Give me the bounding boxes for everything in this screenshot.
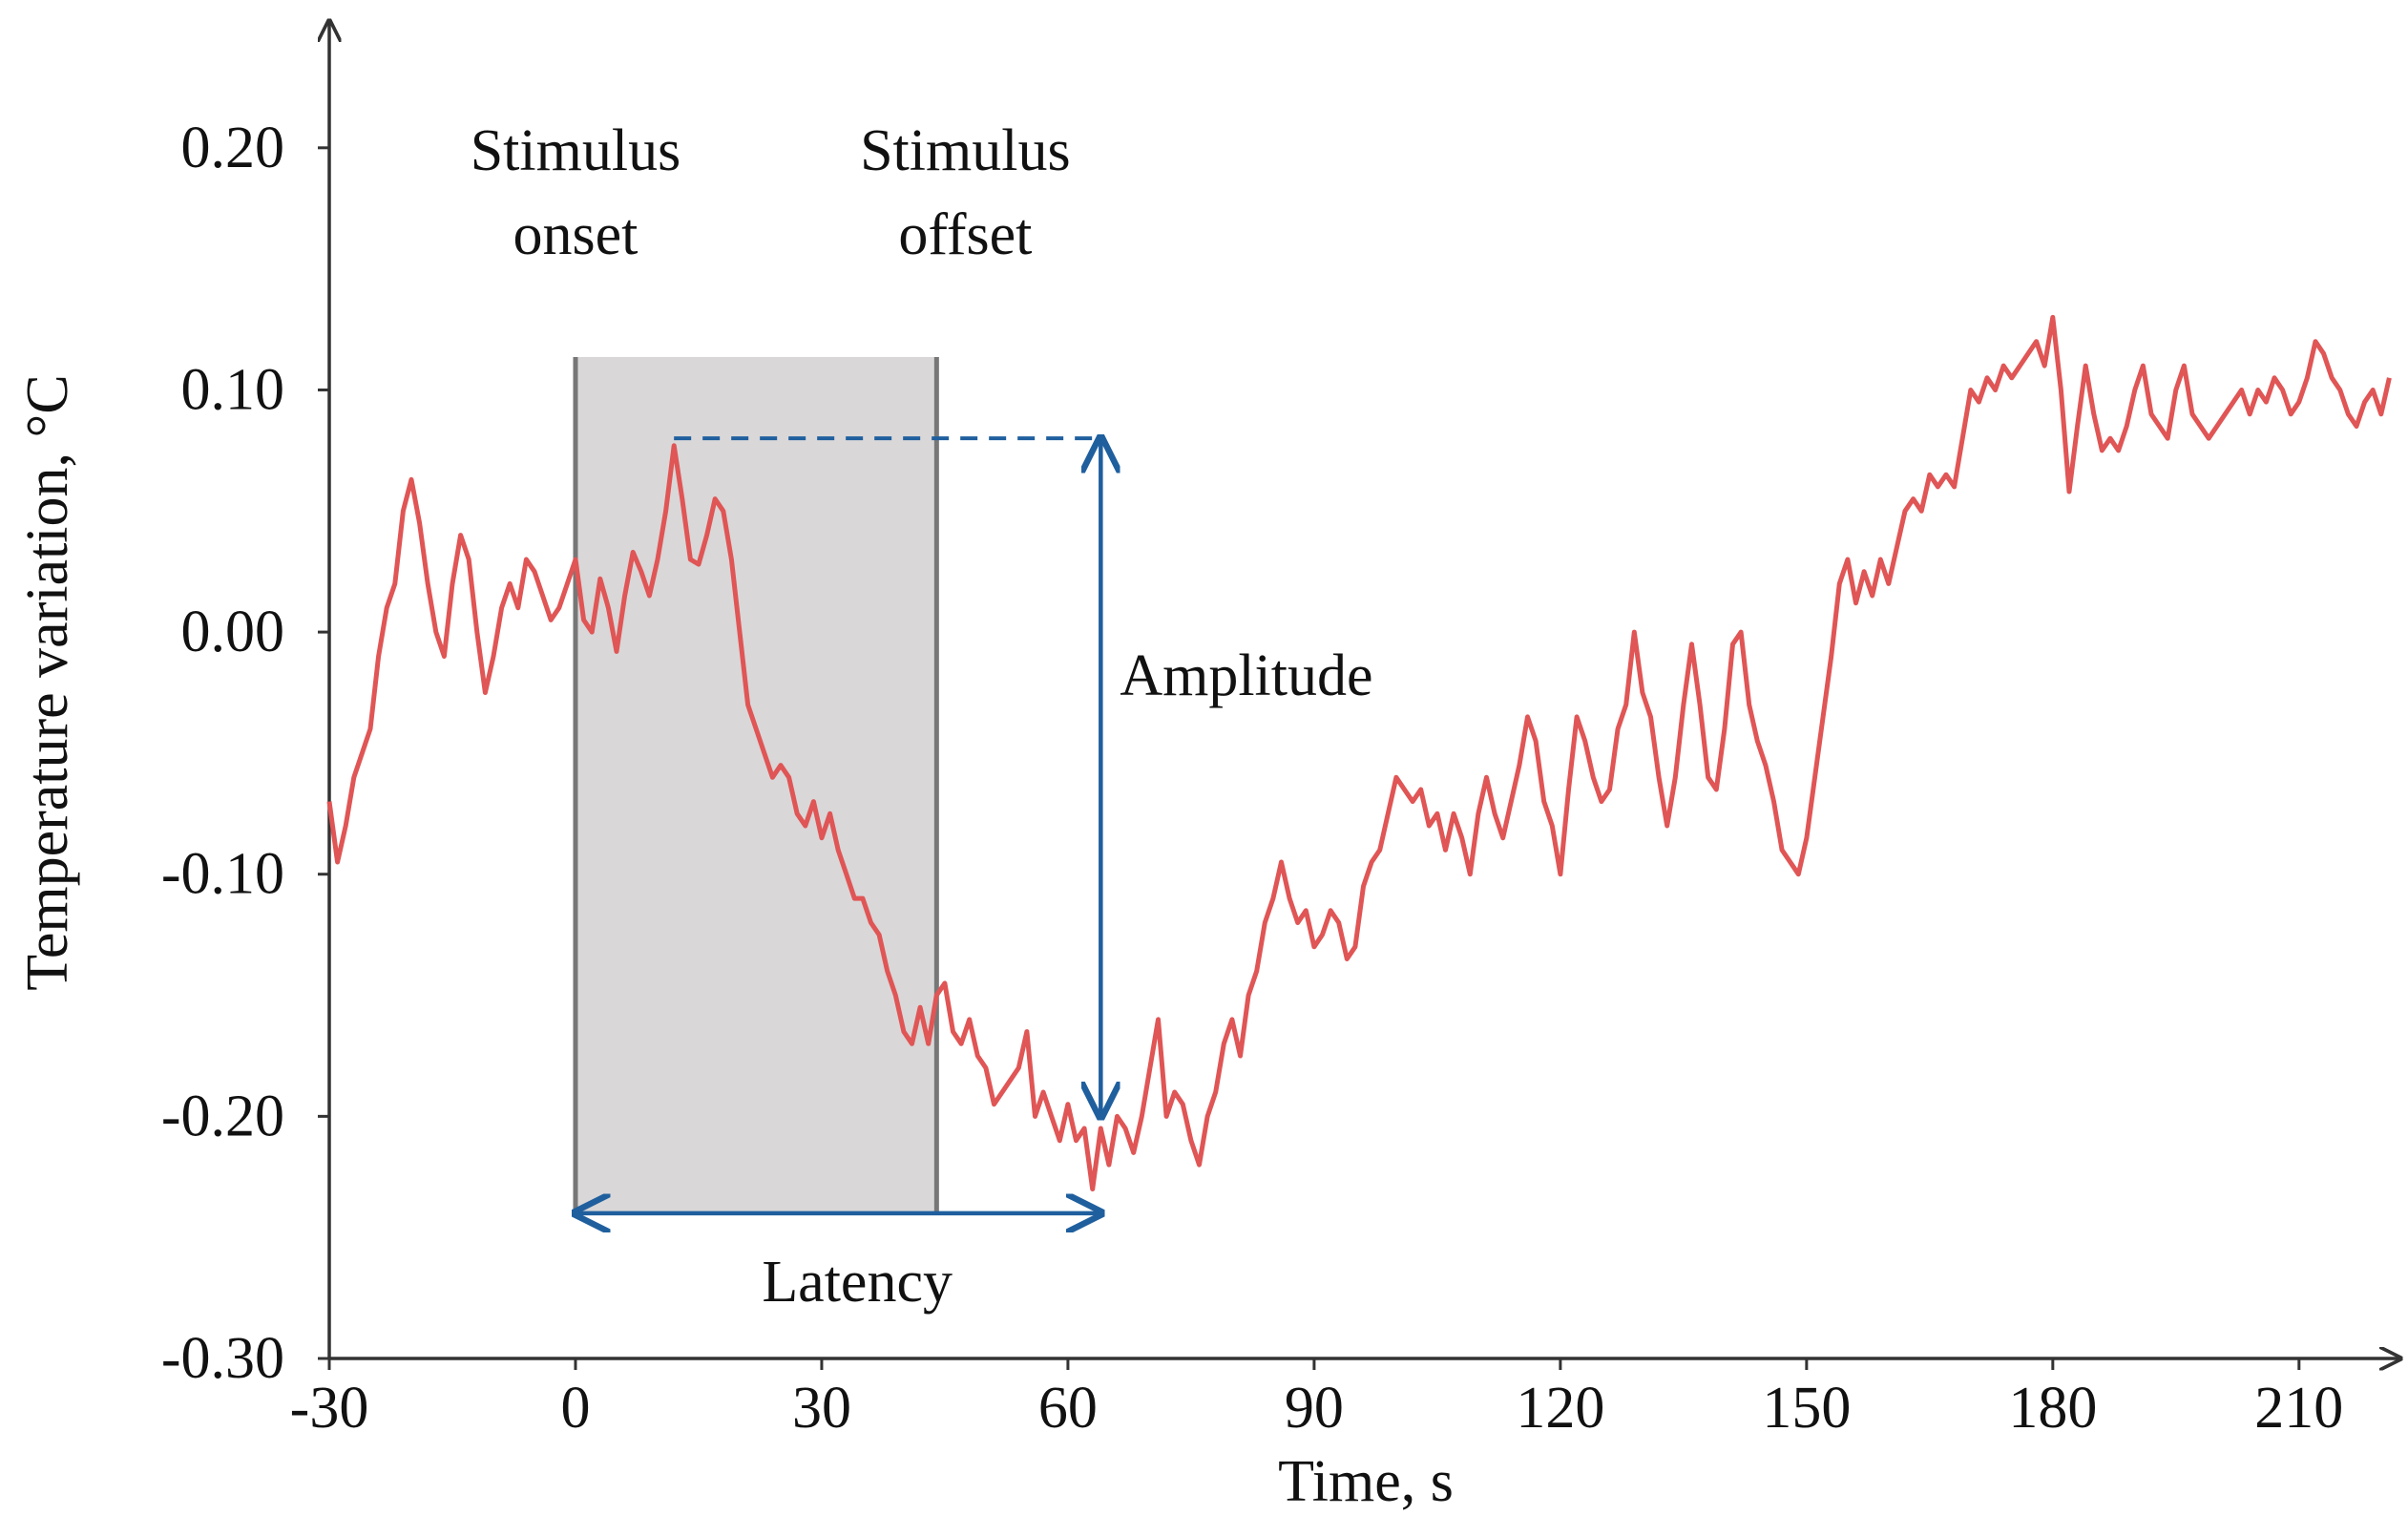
temperature-line	[326, 314, 2392, 1191]
x-tick-label: 210	[2254, 1376, 2343, 1441]
stimulus-onset-label: onset	[513, 202, 639, 267]
stimulus-offset-label: offset	[898, 202, 1032, 267]
stimulus-region	[575, 357, 937, 1213]
x-tick-label: 0	[560, 1376, 590, 1441]
y-tick-label: -0.20	[161, 1084, 284, 1148]
y-axis-label: Temperature variation, °C	[15, 374, 80, 990]
x-tick-label: 90	[1285, 1376, 1344, 1441]
x-tick-label: -30	[290, 1376, 369, 1441]
y-tick-label: 0.00	[181, 600, 285, 664]
y-tick-label: -0.10	[161, 842, 284, 907]
x-tick-label: 30	[792, 1376, 851, 1441]
y-tick-label: -0.30	[161, 1326, 284, 1391]
latency-label: Latency	[762, 1250, 953, 1315]
stimulus-onset-label: Stimulus	[471, 118, 681, 183]
x-tick-label: 120	[1516, 1376, 1604, 1441]
stimulus-offset-label: Stimulus	[860, 118, 1071, 183]
amplitude-label-bg	[1108, 611, 1424, 740]
y-tick-label: 0.10	[181, 357, 285, 422]
x-tick-label: 180	[2008, 1376, 2097, 1441]
x-tick-label: 60	[1038, 1376, 1098, 1441]
y-tick-label: 0.20	[181, 116, 285, 180]
amplitude-label: Amplitude	[1120, 643, 1372, 708]
x-axis-label: Time, s	[1278, 1449, 1454, 1514]
x-tick-label: 150	[1762, 1376, 1851, 1441]
